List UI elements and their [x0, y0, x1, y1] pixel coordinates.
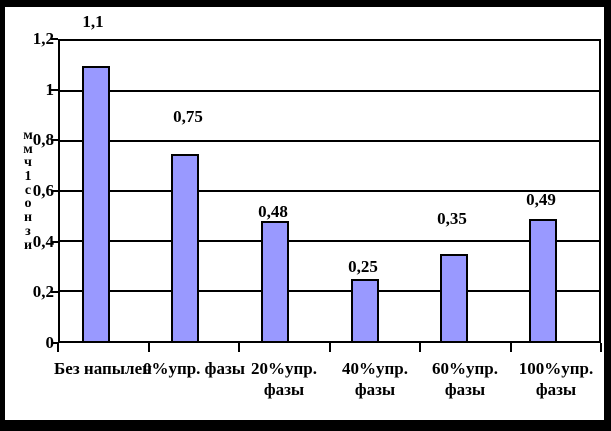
- bar-value-label: 0,75: [173, 107, 203, 126]
- gridline: [60, 90, 599, 92]
- bar-value-label: 1,1: [82, 12, 104, 31]
- y-tick-mark: [51, 291, 58, 294]
- x-category-label: 60%упр. фазы: [405, 358, 525, 400]
- bar: [440, 253, 468, 341]
- y-tick-label: 0,6: [32, 181, 54, 200]
- x-tick-mark: [509, 343, 512, 352]
- x-tick-mark: [328, 343, 331, 352]
- x-category-label: 0%упр. фазы: [134, 358, 254, 379]
- bar-value-label: 0,49: [526, 190, 556, 209]
- x-category-label: Без напылен: [43, 358, 163, 379]
- y-tick-mark: [51, 240, 58, 243]
- y-tick-label: 0,4: [32, 231, 54, 251]
- y-tick-mark: [51, 190, 58, 192]
- bar: [351, 278, 379, 341]
- bar: [529, 218, 557, 341]
- y-axis-title-char: 1: [24, 169, 32, 185]
- gridline: [60, 240, 599, 242]
- y-tick-label: 0,2: [32, 282, 54, 302]
- y-axis-title-char: с: [24, 182, 32, 198]
- x-category-label: 40%упр. фазы: [315, 358, 435, 400]
- y-axis-title-char: и: [23, 237, 33, 253]
- y-tick-mark: [51, 342, 58, 344]
- plot-area: [58, 39, 601, 343]
- x-category-label: 100%упр. фазы: [496, 358, 604, 400]
- bar-value-label: 0,35: [437, 209, 467, 228]
- x-category-line: 0%упр. фазы: [142, 359, 246, 378]
- bar: [261, 221, 289, 341]
- y-axis-title-char: м: [23, 128, 33, 143]
- gridline: [60, 289, 599, 292]
- x-category-line: 20%упр.: [251, 359, 317, 378]
- y-axis-title-char: м: [23, 141, 33, 157]
- y-axis-title-char: н: [23, 210, 33, 226]
- bar: [82, 66, 110, 341]
- x-category-line: 100%упр.: [518, 359, 594, 378]
- y-tick-mark: [51, 139, 58, 142]
- y-tick-mark: [51, 38, 58, 40]
- x-category-line: 40%упр.: [342, 359, 408, 378]
- y-axis-title-char: о: [24, 196, 32, 212]
- x-tick-mark: [419, 343, 421, 352]
- x-tick-mark: [600, 343, 602, 352]
- y-tick-label: 0: [45, 333, 55, 352]
- gridline: [60, 139, 599, 142]
- x-category-line: фазы: [263, 380, 305, 399]
- x-category-line: фазы: [535, 380, 577, 399]
- x-category-line: фазы: [354, 380, 396, 399]
- x-category-line: фазы: [444, 380, 486, 399]
- bar: [171, 153, 199, 341]
- y-tick-label: 1,2: [32, 29, 54, 48]
- x-tick-mark: [147, 343, 150, 352]
- gridline: [60, 190, 599, 192]
- y-tick-label: 1: [45, 79, 55, 99]
- bar-value-label: 0,48: [258, 202, 288, 221]
- x-category-line: 60%упр.: [432, 359, 498, 378]
- x-category-line: Без напылен: [54, 359, 152, 378]
- y-axis-title-char: ч: [24, 155, 32, 171]
- y-axis-title-char: з: [25, 223, 31, 239]
- bar-value-label: 0,25: [348, 257, 378, 276]
- x-tick-mark: [57, 343, 59, 352]
- y-tick-mark: [51, 88, 58, 91]
- x-category-label: 20%упр. фазы: [224, 358, 344, 400]
- y-axis-title: м м ч 1 с о н з и: [17, 129, 39, 252]
- x-tick-mark: [238, 343, 240, 352]
- y-tick-label: 0,8: [32, 130, 54, 150]
